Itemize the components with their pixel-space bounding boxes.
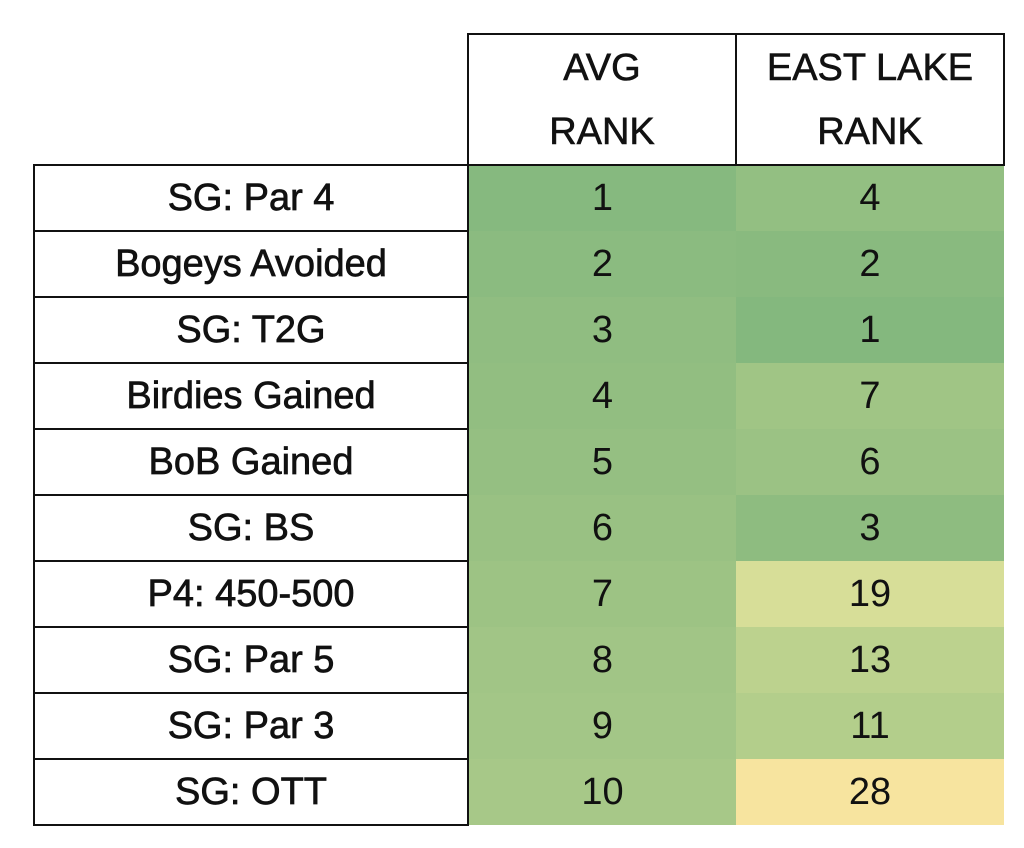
east-lake-rank-header-line-1: EAST LAKE — [766, 46, 974, 89]
metric-label: SG: Par 5 — [33, 626, 469, 694]
table-row: Birdies Gained 4 7 — [33, 362, 1004, 430]
east-lake-rank-cell: 2 — [736, 231, 1004, 297]
east-lake-rank-cell: 13 — [736, 627, 1004, 693]
metric-label: SG: Par 4 — [33, 164, 469, 232]
avg-rank-header-line-2: RANK — [549, 110, 655, 153]
rank-table-body: SG: Par 4 1 4 Bogeys Avoided 2 2 SG: T2G… — [33, 164, 1004, 826]
table-row: Bogeys Avoided 2 2 — [33, 230, 1004, 298]
table-row: BoB Gained 5 6 — [33, 428, 1004, 496]
avg-rank-cell: 6 — [468, 495, 736, 561]
east-lake-rank-cell: 6 — [736, 429, 1004, 495]
east-lake-rank-cell: 3 — [736, 495, 1004, 561]
avg-rank-cell: 5 — [468, 429, 736, 495]
metric-label: SG: OTT — [33, 758, 469, 826]
metric-label: SG: Par 3 — [33, 692, 469, 760]
header-row: AVG RANK EAST LAKE RANK — [34, 33, 1005, 166]
east-lake-rank-cell: 1 — [736, 297, 1004, 363]
east-lake-rank-cell: 11 — [736, 693, 1004, 759]
east-lake-rank-header-line-2: RANK — [817, 110, 923, 153]
table-row: SG: BS 6 3 — [33, 494, 1004, 562]
metric-label: SG: BS — [33, 494, 469, 562]
metric-label: BoB Gained — [33, 428, 469, 496]
east-lake-rank-header: EAST LAKE RANK — [735, 33, 1005, 166]
east-lake-rank-cell: 4 — [736, 165, 1004, 231]
avg-rank-cell: 8 — [468, 627, 736, 693]
east-lake-rank-cell: 19 — [736, 561, 1004, 627]
table-row: SG: Par 3 9 11 — [33, 692, 1004, 760]
rank-table: AVG RANK EAST LAKE RANK SG: Par 4 1 4 Bo… — [33, 33, 1005, 826]
avg-rank-cell: 4 — [468, 363, 736, 429]
east-lake-rank-cell: 28 — [736, 759, 1004, 825]
metric-label: SG: T2G — [33, 296, 469, 364]
avg-rank-cell: 10 — [468, 759, 736, 825]
avg-rank-header-line-1: AVG — [563, 46, 641, 89]
avg-rank-cell: 1 — [468, 165, 736, 231]
east-lake-rank-cell: 7 — [736, 363, 1004, 429]
table-row: SG: Par 4 1 4 — [33, 164, 1004, 232]
table-row: SG: T2G 3 1 — [33, 296, 1004, 364]
table-row: SG: Par 5 8 13 — [33, 626, 1004, 694]
metric-label: Bogeys Avoided — [33, 230, 469, 298]
avg-rank-cell: 3 — [468, 297, 736, 363]
avg-rank-cell: 2 — [468, 231, 736, 297]
avg-rank-cell: 9 — [468, 693, 736, 759]
avg-rank-cell: 7 — [468, 561, 736, 627]
metric-label: P4: 450-500 — [33, 560, 469, 628]
table-row: SG: OTT 10 28 — [33, 758, 1004, 826]
blank-corner-cell — [34, 34, 468, 165]
avg-rank-header: AVG RANK — [467, 33, 737, 166]
table-row: P4: 450-500 7 19 — [33, 560, 1004, 628]
metric-label: Birdies Gained — [33, 362, 469, 430]
